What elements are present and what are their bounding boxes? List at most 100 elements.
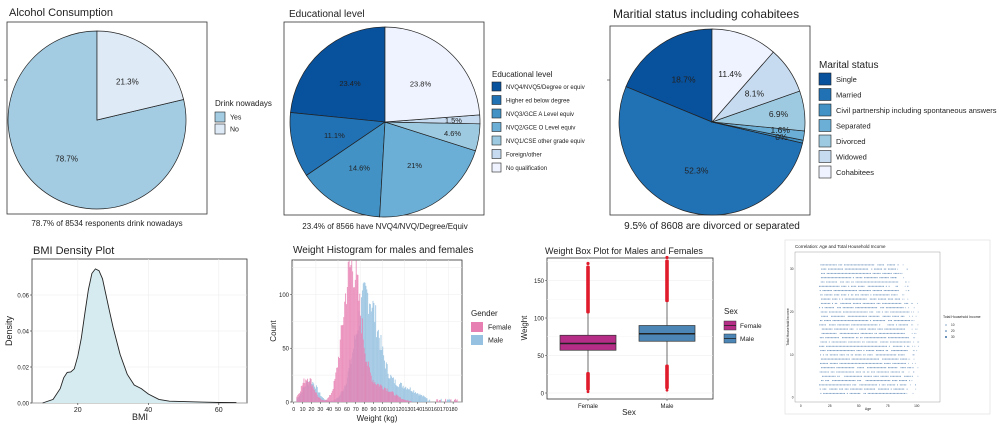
scatter-point: [862, 311, 864, 313]
hist-bar-male: [411, 391, 413, 402]
scatter-y-tick-label-2: 20: [790, 310, 794, 314]
scatter-point: [841, 350, 843, 352]
scatter-point: [841, 264, 843, 266]
scatter-point: [831, 315, 833, 317]
scatter-point: [866, 294, 868, 296]
marital-slice-label-3: 1.6%: [771, 125, 791, 135]
scatter-point: [835, 264, 837, 266]
scatter-point: [881, 328, 883, 330]
scatter-point: [849, 264, 851, 266]
scatter-point: [895, 341, 897, 343]
scatter-point: [891, 264, 893, 266]
scatter-point: [822, 337, 824, 339]
scatter-point: [891, 332, 893, 334]
scatter-point: [891, 324, 893, 326]
scatter-point: [840, 371, 842, 373]
scatter-x-tick-label-0: 0: [800, 404, 802, 408]
scatter-point: [899, 307, 901, 309]
scatter-point: [904, 337, 906, 339]
scatter-point: [827, 328, 829, 330]
hist-bar-male: [405, 386, 407, 402]
scatter-point: [852, 294, 854, 296]
scatter-point: [852, 354, 854, 356]
scatter-point: [896, 307, 899, 309]
scatter-point: [893, 281, 895, 283]
scatter-point: [828, 345, 830, 347]
scatter-point: [887, 281, 889, 283]
scatter-point: [844, 307, 846, 309]
scatter-point: [828, 285, 830, 287]
scatter-point: [889, 264, 892, 266]
scatter-point: [828, 367, 830, 369]
scatter-point: [902, 294, 904, 296]
scatter-point: [821, 332, 823, 334]
scatter-point: [864, 272, 866, 274]
scatter-point: [895, 345, 897, 347]
alcohol-plot-border: [6, 21, 208, 215]
scatter-point: [877, 311, 879, 313]
scatter-point: [842, 350, 844, 352]
hist-bar-female: [404, 399, 406, 402]
scatter-point: [873, 302, 875, 304]
scatter-point: [837, 277, 839, 279]
scatter-point: [839, 332, 841, 334]
scatter-point: [838, 384, 840, 386]
scatter-point: [832, 337, 834, 339]
box-y-tick-label-0: 0: [541, 391, 545, 397]
scatter-point: [834, 298, 837, 300]
scatter-point: [911, 332, 913, 334]
scatter-point: [869, 384, 871, 386]
scatter-point: [861, 367, 863, 369]
scatter-point: [839, 298, 841, 300]
scatter-point: [892, 298, 894, 300]
scatter-point: [836, 298, 838, 300]
scatter-point: [894, 358, 896, 360]
hist-bar-female: [402, 399, 404, 402]
scatter-point: [831, 324, 833, 326]
box-outlier-top-1: [665, 255, 669, 260]
scatter-point: [873, 272, 876, 274]
scatter-point: [877, 320, 879, 322]
scatter-point: [867, 320, 869, 322]
scatter-point: [859, 392, 861, 394]
scatter-point: [900, 388, 902, 390]
scatter-point: [845, 358, 848, 360]
hist-bar-female: [338, 356, 339, 402]
scatter-x-tick-label-1: 25: [828, 404, 832, 408]
scatter-point: [850, 328, 853, 330]
box-outlier-top-0: [586, 261, 590, 266]
scatter-point: [885, 337, 887, 339]
scatter-point: [820, 302, 822, 304]
scatter-point: [870, 341, 872, 343]
hist-bar-female: [351, 260, 353, 402]
scatter-point: [913, 371, 915, 373]
scatter-point: [851, 268, 853, 270]
scatter-point: [840, 311, 842, 313]
hist-bar-male: [374, 322, 376, 402]
scatter-point: [824, 392, 826, 394]
scatter-point: [846, 384, 848, 386]
hist-bar-female: [384, 387, 385, 402]
scatter-point: [872, 337, 874, 339]
scatter-point: [826, 371, 828, 373]
hist-bar-male: [369, 304, 371, 402]
marital-slice-6: [711, 28, 774, 123]
scatter-point: [865, 375, 867, 377]
scatter-point: [858, 320, 861, 322]
scatter-point: [863, 285, 865, 287]
scatter-point: [899, 362, 901, 364]
hist-bar-female: [344, 301, 346, 402]
scatter-point: [849, 362, 851, 364]
scatter-point: [904, 311, 906, 313]
scatter-point: [867, 341, 869, 343]
scatter-point: [843, 272, 845, 274]
scatter-point: [880, 298, 882, 300]
scatter-point: [908, 311, 910, 313]
hist-bar-male: [391, 376, 393, 402]
scatter-point: [870, 384, 872, 386]
scatter-point: [848, 358, 850, 360]
scatter-point: [867, 362, 869, 364]
scatter-point: [850, 371, 852, 373]
scatter-point: [866, 388, 869, 390]
scatter-point: [882, 302, 884, 304]
